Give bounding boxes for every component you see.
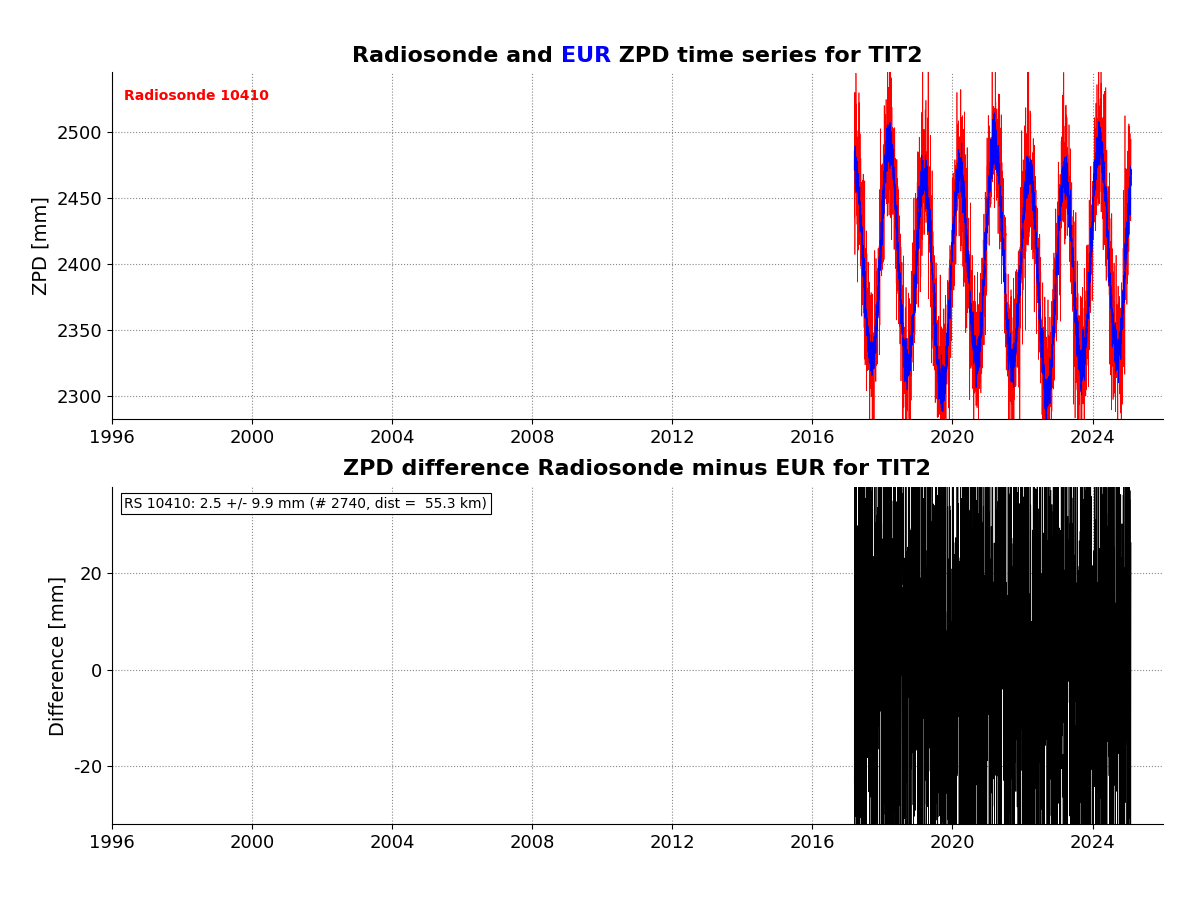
Title: ZPD difference Radiosonde minus EUR for TIT2: ZPD difference Radiosonde minus EUR for … xyxy=(343,460,931,479)
Text: Radiosonde and: Radiosonde and xyxy=(352,46,561,66)
Text: RS 10410: 2.5 +/- 9.9 mm (# 2740, dist =  55.3 km): RS 10410: 2.5 +/- 9.9 mm (# 2740, dist =… xyxy=(125,496,488,511)
Text: ZPD time series for TIT2: ZPD time series for TIT2 xyxy=(611,46,922,66)
Text: Radiosonde 10410: Radiosonde 10410 xyxy=(125,89,269,104)
Text: EUR: EUR xyxy=(561,46,611,66)
Y-axis label: Difference [mm]: Difference [mm] xyxy=(48,576,67,735)
Y-axis label: ZPD [mm]: ZPD [mm] xyxy=(31,196,50,295)
